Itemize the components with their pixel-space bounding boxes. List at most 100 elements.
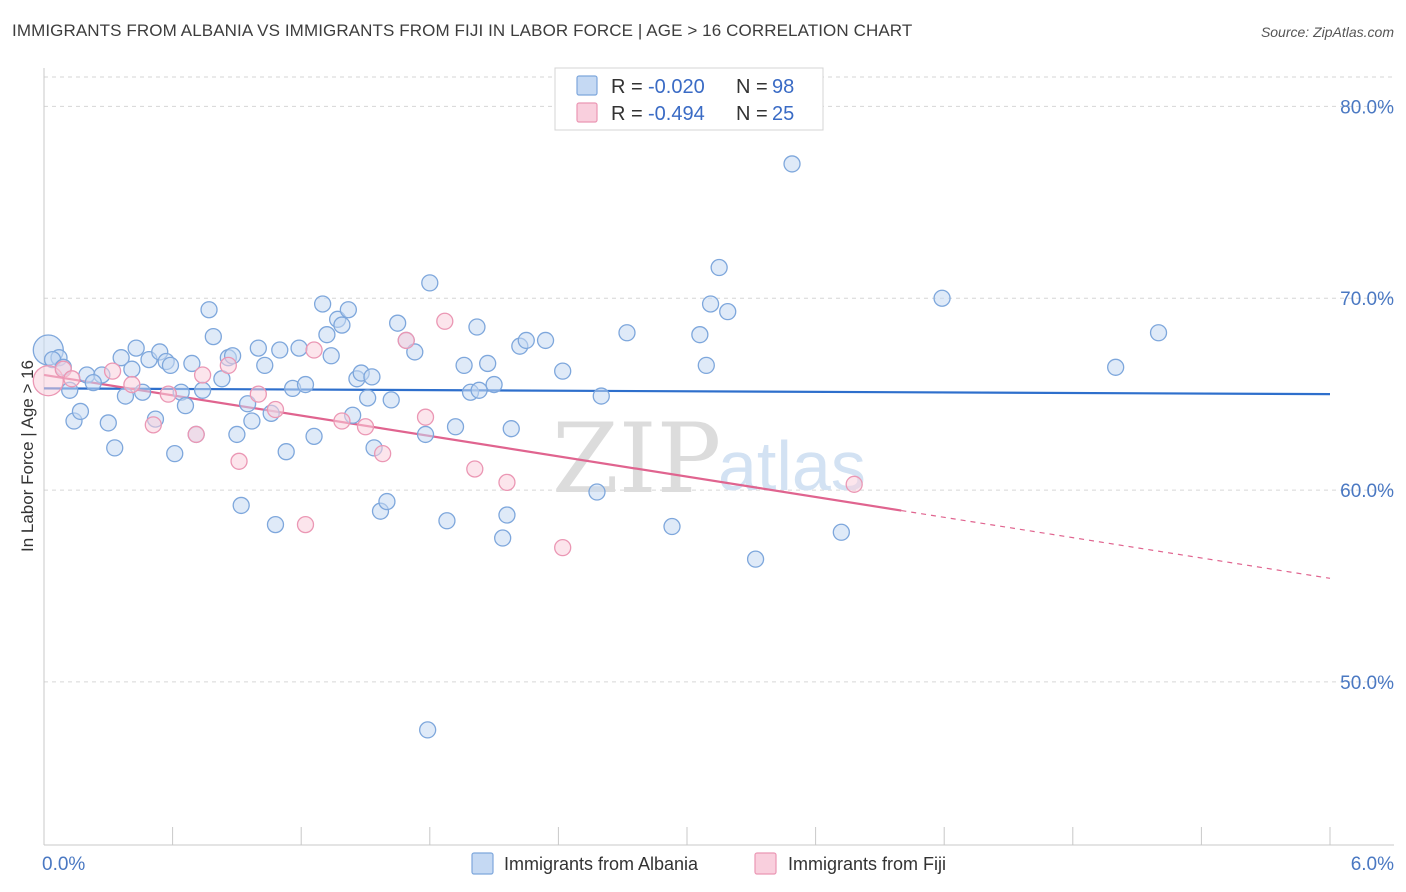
albania-point-57 xyxy=(388,314,407,332)
albania-point-22 xyxy=(183,354,201,373)
albania-point-88 xyxy=(933,289,951,307)
watermark-atlas: atlas xyxy=(718,427,866,505)
albania-point-63 xyxy=(446,418,465,436)
albania-point-36 xyxy=(266,515,285,534)
fiji-point-11 xyxy=(249,385,267,403)
albania-point-18 xyxy=(161,356,180,375)
series-legend-swatch-albania xyxy=(471,852,494,875)
albania-point-89 xyxy=(1107,358,1125,376)
legend-n-label-fiji: N = xyxy=(736,103,768,125)
fiji-point-5 xyxy=(144,416,162,434)
albania-point-8 xyxy=(106,439,124,457)
albania-point-41 xyxy=(296,375,315,394)
albania-point-40 xyxy=(290,339,308,357)
fiji-point-7 xyxy=(187,425,205,444)
legend-r-value-albania: -0.020 xyxy=(648,76,705,98)
albania-point-94 xyxy=(84,373,102,392)
x-tick-label-max: 6.0% xyxy=(1351,854,1394,875)
albania-point-62 xyxy=(438,512,456,530)
albania-point-68 xyxy=(485,375,503,394)
albania-point-87 xyxy=(783,155,801,173)
fiji-point-20 xyxy=(436,312,454,330)
fiji-point-9 xyxy=(219,356,237,375)
series-legend-swatch-fiji xyxy=(754,852,777,875)
albania-point-76 xyxy=(588,483,606,501)
series-legend-label-fiji: Immigrants from Fiji xyxy=(788,854,946,874)
grid-lines xyxy=(44,76,1394,683)
albania-point-38 xyxy=(277,443,295,461)
albania-point-11 xyxy=(123,360,141,378)
albania-point-43 xyxy=(313,295,332,313)
albania-point-66 xyxy=(468,318,486,336)
albania-point-32 xyxy=(238,395,257,413)
albania-point-73 xyxy=(517,331,535,350)
fiji-point-19 xyxy=(416,408,435,426)
albania-point-79 xyxy=(663,517,681,536)
albania-point-86 xyxy=(832,523,850,541)
albania-point-44 xyxy=(318,326,336,344)
albania-point-85 xyxy=(746,550,765,568)
legend-r-value-fiji: -0.494 xyxy=(648,103,705,125)
y-tick-label-3: 80.0% xyxy=(1340,97,1394,118)
albania-point-35 xyxy=(256,356,274,375)
albania-point-52 xyxy=(358,389,377,407)
albania-point-70 xyxy=(498,506,516,524)
albania-point-9 xyxy=(112,349,130,367)
fiji-point-12 xyxy=(266,400,285,419)
albania-point-81 xyxy=(697,356,715,375)
fiji-point-4 xyxy=(123,375,141,394)
albania-point-56 xyxy=(382,391,400,409)
source-credit: Source: ZipAtlas.com xyxy=(1260,24,1394,40)
albania-point-75 xyxy=(554,362,572,380)
albania-point-42 xyxy=(305,427,323,446)
y-tick-label-0: 50.0% xyxy=(1340,673,1394,694)
albania-point-7 xyxy=(99,414,117,432)
albania-point-33 xyxy=(243,412,261,430)
albania-point-48 xyxy=(339,301,358,319)
albania-point-80 xyxy=(691,326,709,344)
albania-point-84 xyxy=(719,303,737,321)
fiji-point-3 xyxy=(103,362,122,380)
fiji-point-22 xyxy=(498,473,516,492)
albania-point-60 xyxy=(416,425,435,444)
stats-legend-box xyxy=(554,67,824,131)
chart-title: IMMIGRANTS FROM ALBANIA VS IMMIGRANTS FR… xyxy=(12,21,913,40)
albania-point-55 xyxy=(378,492,396,511)
y-axis-label: In Labor Force | Age > 16 xyxy=(18,360,37,552)
fiji-point-24 xyxy=(845,475,863,493)
series-albania-points xyxy=(32,155,1168,739)
series-legend-label-albania: Immigrants from Albania xyxy=(504,854,699,874)
albania-point-47 xyxy=(333,316,351,334)
fiji-point-13 xyxy=(296,515,315,534)
fiji-point-6 xyxy=(159,385,177,403)
series-fiji-points xyxy=(32,312,863,557)
albania-point-91 xyxy=(419,721,437,739)
fiji-point-2 xyxy=(63,370,81,388)
albania-point-83 xyxy=(710,258,728,277)
albania-point-26 xyxy=(204,327,222,346)
y-tick-label-2: 70.0% xyxy=(1340,289,1394,310)
albania-point-30 xyxy=(228,425,246,444)
legend-swatch-fiji xyxy=(576,102,598,123)
albania-point-77 xyxy=(592,387,610,405)
albania-point-34 xyxy=(249,339,267,357)
albania-point-74 xyxy=(536,331,555,350)
fiji-point-16 xyxy=(356,418,375,436)
albania-point-96 xyxy=(363,368,381,386)
fiji-point-15 xyxy=(333,412,351,430)
fiji-point-8 xyxy=(193,366,212,384)
y-tick-labels: 50.0% 60.0% 70.0% 80.0% xyxy=(1340,97,1394,694)
albania-point-82 xyxy=(701,295,720,313)
albania-point-78 xyxy=(618,324,636,342)
stats-legend: R = -0.020 N = 98 R = -0.494 N = 25 xyxy=(554,67,824,131)
albania-point-90 xyxy=(1149,324,1168,342)
albania-point-31 xyxy=(232,496,250,515)
y-tick-label-1: 60.0% xyxy=(1340,481,1394,502)
x-tick-label-min: 0.0% xyxy=(42,854,85,875)
legend-n-value-albania: 98 xyxy=(772,76,794,98)
legend-r-label-fiji: R = xyxy=(611,103,643,125)
fiji-point-21 xyxy=(466,460,484,478)
fiji-point-18 xyxy=(397,331,415,350)
albania-point-69 xyxy=(494,529,512,547)
